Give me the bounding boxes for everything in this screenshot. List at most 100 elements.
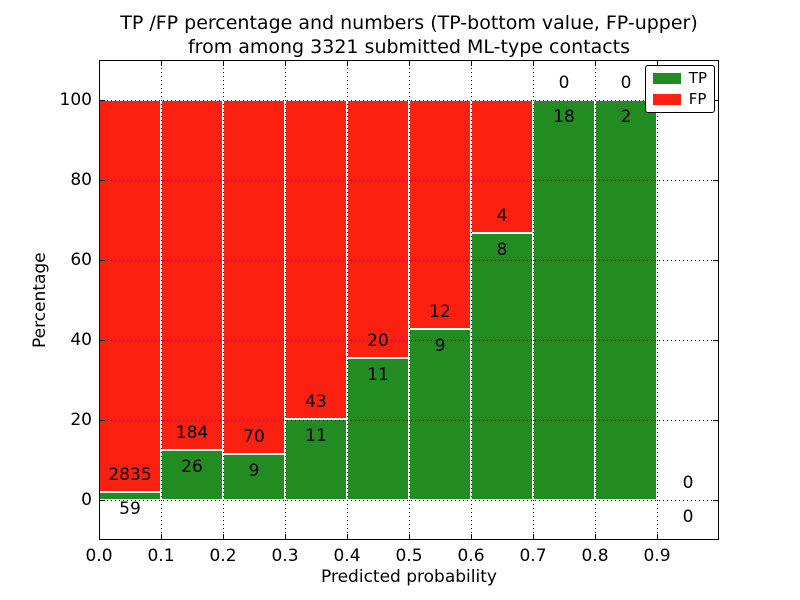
y-tick-label-0: 0	[81, 490, 92, 510]
x-tick-bottom-0.9	[657, 534, 658, 540]
count-label-tp-bin4: 11	[367, 365, 389, 386]
bar-fp-bin0	[99, 100, 161, 492]
x-tick-top-0.3	[285, 60, 286, 66]
y-tick-label-60: 60	[70, 250, 92, 270]
count-label-fp-bin6: 4	[496, 206, 508, 227]
count-label-fp-bin7: 0	[558, 73, 570, 93]
bars-layer	[99, 60, 719, 540]
count-label-fp-bin8: 0	[620, 73, 632, 93]
x-tick-bottom-0.1	[161, 534, 162, 540]
x-tick-top-0.1	[161, 60, 162, 66]
x-tick-label-0.9: 0.9	[643, 546, 671, 566]
chart-title-line1: TP /FP percentage and numbers (TP-bottom…	[120, 12, 698, 34]
y-tick-right-60	[713, 260, 719, 261]
count-label-fp-bin9: 0	[682, 473, 694, 493]
count-label-tp-bin7: 18	[553, 107, 575, 127]
y-axis-label: Percentage	[30, 252, 50, 348]
y-tick-label-100: 100	[59, 90, 92, 110]
legend-entry-fp: FP	[652, 90, 707, 108]
x-tick-label-0.0: 0.0	[85, 546, 113, 566]
gridline-v-0.3	[285, 60, 286, 540]
count-label-tp-bin2: 9	[248, 461, 260, 482]
y-tick-right-100	[713, 100, 719, 101]
bar-tp-bin8	[595, 100, 657, 500]
y-tick-left-80	[99, 180, 105, 181]
x-tick-label-0.8: 0.8	[581, 546, 609, 566]
count-label-fp-bin3: 43	[305, 391, 327, 412]
x-axis-label: Predicted probability	[321, 567, 497, 587]
y-tick-left-20	[99, 420, 105, 421]
count-label-tp-bin1: 26	[181, 457, 203, 478]
count-label-tp-bin3: 11	[305, 425, 327, 446]
legend: TP FP	[644, 65, 715, 113]
y-tick-left-40	[99, 340, 105, 341]
bar-fp-bin1	[161, 100, 223, 451]
x-tick-bottom-0.7	[533, 534, 534, 540]
count-label-tp-bin0: 59	[119, 498, 141, 519]
gridline-v-0.6	[471, 60, 472, 540]
bar-count-labels-layer: 2835 59 184 26 70 9 43 11 20 11 12 9 4 8 0 18 0 2 0 0	[99, 60, 719, 540]
x-tick-label-0.3: 0.3	[271, 546, 299, 566]
x-tick-label-0.5: 0.5	[395, 546, 423, 566]
y-tick-label-40: 40	[70, 330, 92, 350]
x-tick-bottom-0.4	[347, 534, 348, 540]
legend-label-fp: FP	[688, 90, 707, 108]
x-tick-top-0.9	[657, 60, 658, 66]
count-label-fp-bin1: 184	[175, 423, 209, 444]
x-tick-bottom-0.2	[223, 534, 224, 540]
legend-label-tp: TP	[688, 69, 707, 87]
ticks-layer	[99, 60, 719, 540]
x-tick-top-0.8	[595, 60, 596, 66]
x-tick-top-0.5	[409, 60, 410, 66]
bar-fp-bin4	[347, 100, 409, 359]
y-tick-label-80: 80	[70, 170, 92, 190]
count-label-fp-bin0: 2835	[108, 464, 152, 485]
bar-fp-bin5	[409, 100, 471, 329]
x-tick-bottom-0.5	[409, 534, 410, 540]
x-tick-bottom-0.8	[595, 534, 596, 540]
x-tick-label-0.4: 0.4	[333, 546, 361, 566]
y-tick-right-80	[713, 180, 719, 181]
legend-swatch-tp-icon	[652, 73, 681, 84]
y-tick-left-0	[99, 500, 105, 501]
count-label-fp-bin5: 12	[429, 301, 451, 322]
grid-layer	[99, 60, 719, 540]
bar-tp-bin7	[533, 100, 595, 500]
y-tick-left-100	[99, 100, 105, 101]
bar-tp-bin2	[223, 454, 285, 500]
plot-frame	[99, 60, 719, 540]
x-tick-label-0.1: 0.1	[147, 546, 175, 566]
plot-area: 2835 59 184 26 70 9 43 11 20 11 12 9 4 8 0 18 0 2 0 0 TP FP	[99, 60, 719, 540]
y-tick-right-20	[713, 420, 719, 421]
gridline-v-0.8	[595, 60, 596, 540]
x-tick-bottom-0.6	[471, 534, 472, 540]
y-tick-left-60	[99, 260, 105, 261]
bar-tp-bin4	[347, 358, 409, 500]
count-label-fp-bin4: 20	[367, 331, 389, 352]
legend-swatch-fp-icon	[652, 94, 681, 105]
x-tick-top-0.2	[223, 60, 224, 66]
count-label-tp-bin5: 9	[434, 335, 446, 356]
y-tick-right-40	[713, 340, 719, 341]
gridline-v-0.7	[533, 60, 534, 540]
x-tick-top-0.6	[471, 60, 472, 66]
count-label-tp-bin9: 0	[682, 507, 694, 527]
gridline-v-0.4	[347, 60, 348, 540]
bar-fp-bin6	[471, 100, 533, 234]
chart-title-line2: from among 3321 submitted ML-type contac…	[187, 36, 631, 58]
x-tick-top-0.7	[533, 60, 534, 66]
bar-tp-bin3	[285, 418, 347, 500]
x-tick-label-0.7: 0.7	[519, 546, 547, 566]
y-tick-label-20: 20	[70, 410, 92, 430]
count-label-tp-bin8: 2	[620, 107, 632, 127]
gridline-v-0.9	[657, 60, 658, 540]
x-tick-label-0.2: 0.2	[209, 546, 237, 566]
gridline-v-0.1	[161, 60, 162, 540]
gridline-v-0.2	[223, 60, 224, 540]
x-tick-label-0.6: 0.6	[457, 546, 485, 566]
x-tick-bottom-0.3	[285, 534, 286, 540]
gridline-v-0.5	[409, 60, 410, 540]
y-tick-right-0	[713, 500, 719, 501]
bar-fp-bin3	[285, 100, 347, 419]
